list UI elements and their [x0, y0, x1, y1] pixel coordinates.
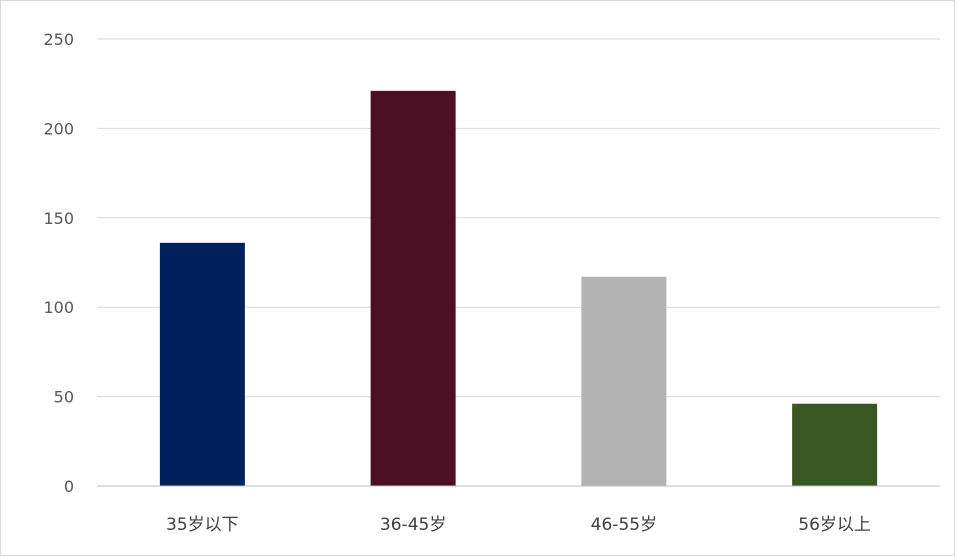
x-axis-category-labels: 35岁以下 36-45岁 46-55岁 56岁以上: [166, 515, 871, 535]
bar-1: [159, 242, 245, 486]
x-category-label: 36-45岁: [380, 515, 446, 535]
y-tick-label: 50: [54, 388, 74, 407]
x-category-label: 35岁以下: [166, 515, 239, 535]
y-axis-tick-labels: 0 50 100 150 200 250: [43, 30, 74, 496]
y-tick-label: 150: [43, 209, 74, 228]
bar-3: [581, 276, 667, 486]
x-category-label: 56岁以上: [798, 515, 871, 535]
y-tick-label: 250: [43, 30, 74, 49]
bar-4: [792, 403, 878, 486]
y-tick-label: 0: [64, 477, 74, 496]
bars: [159, 90, 878, 487]
x-category-label: 46-55岁: [591, 515, 657, 535]
y-tick-label: 200: [43, 119, 74, 138]
bar-2: [370, 90, 456, 487]
y-tick-label: 100: [43, 298, 74, 317]
